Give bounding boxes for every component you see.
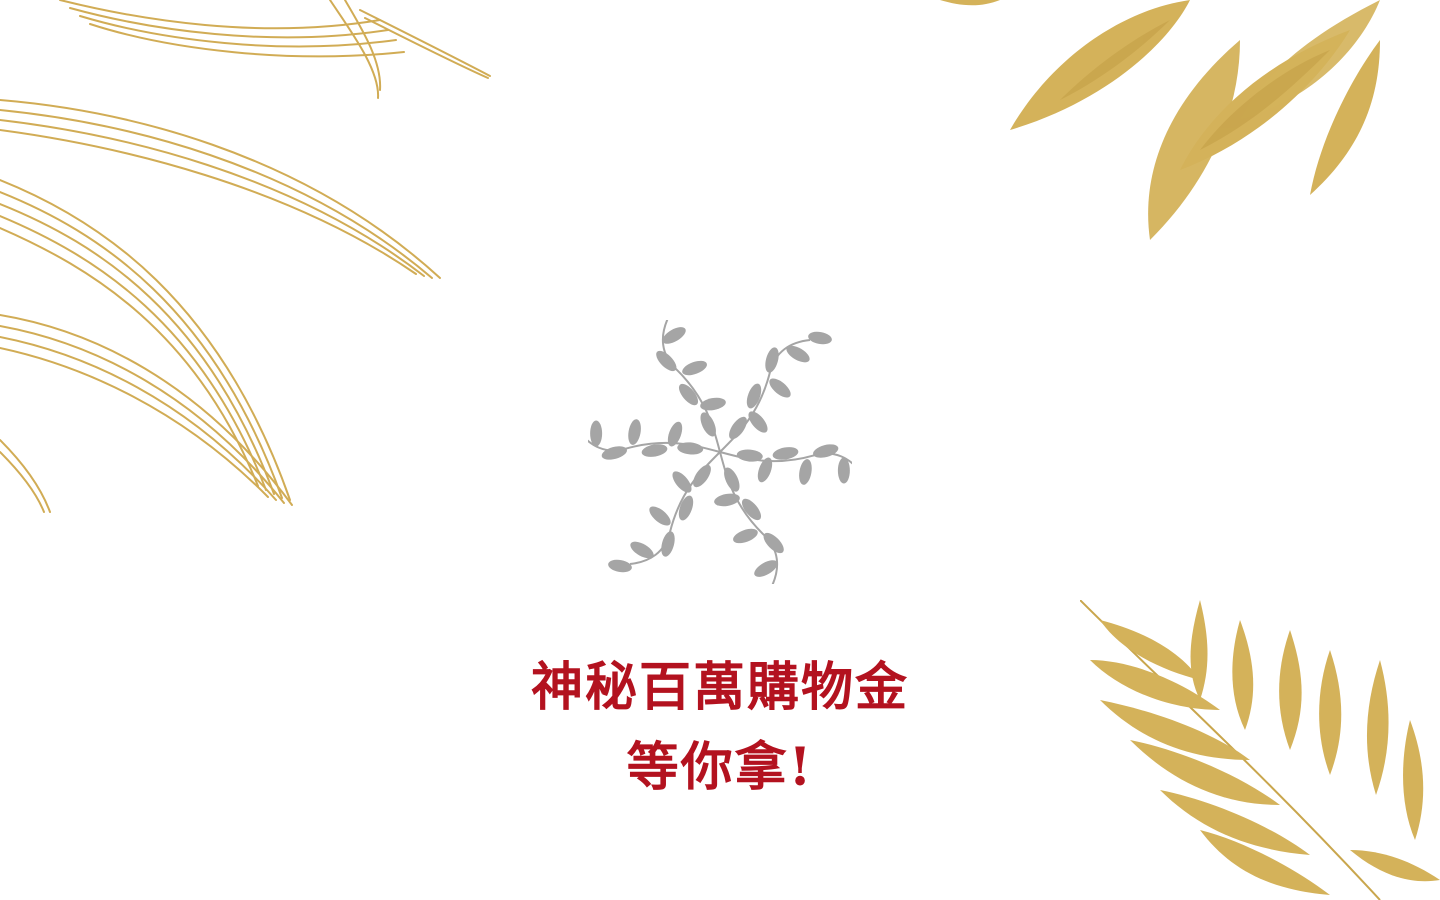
headline-line-1: 神秘百萬購物金 (530, 657, 909, 718)
leaf-mandala-logo (588, 320, 852, 584)
gold-leaves-top-left-icon (0, 0, 491, 513)
gold-leaves-top-right-icon (940, 0, 1380, 240)
headline-line-2: 等你拿! (626, 737, 814, 798)
